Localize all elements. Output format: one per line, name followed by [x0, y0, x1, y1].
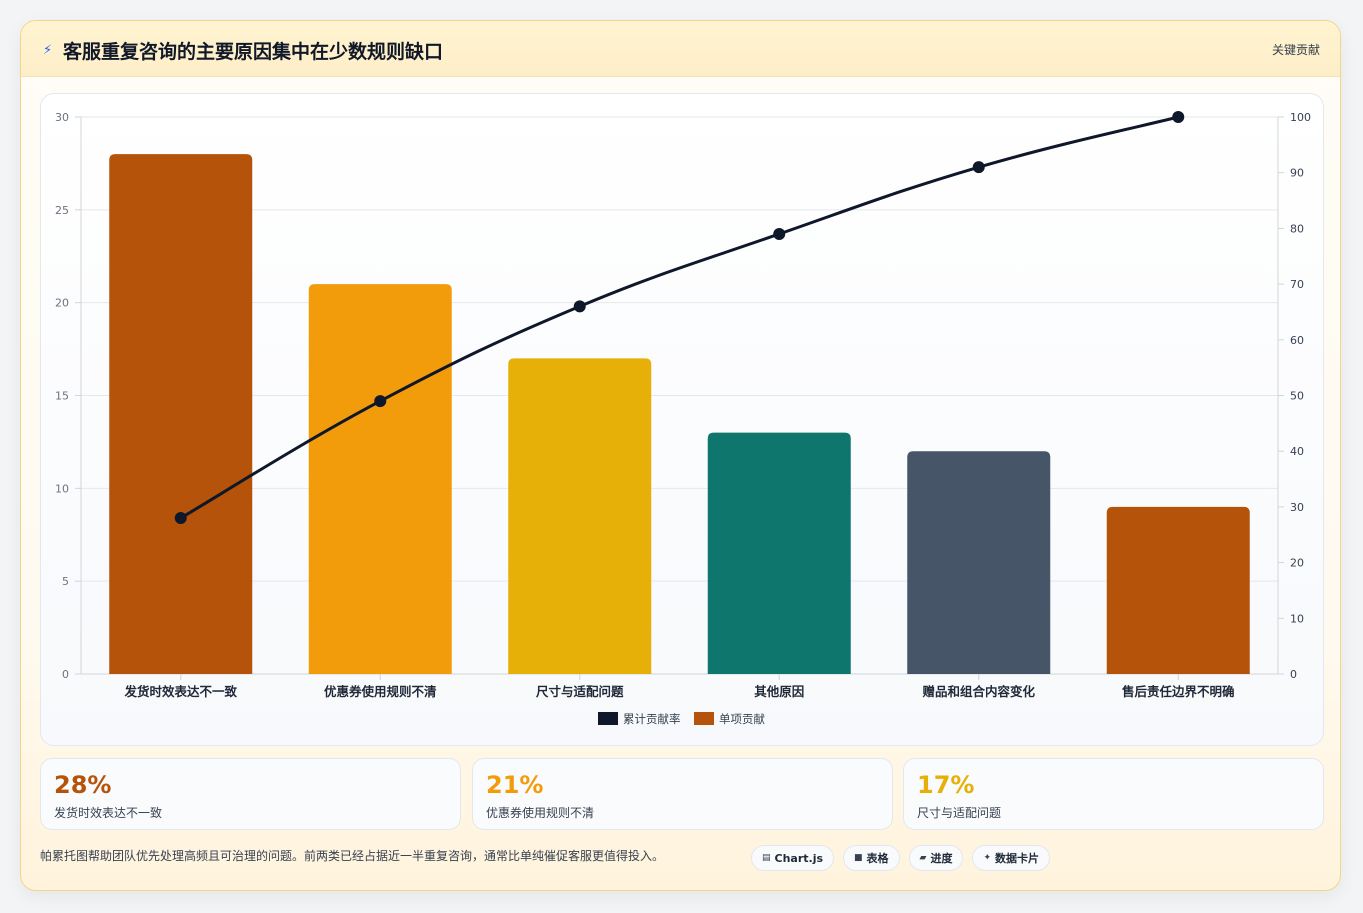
progress-icon: ▰: [919, 853, 927, 863]
report-card: ⚡ 客服重复咨询的主要原因集中在少数规则缺口 关键贡献 0 5 10 15 20 25 30…: [20, 20, 1341, 891]
right-tick-label: 80: [1290, 222, 1304, 235]
tag-progress[interactable]: ▰ 进度: [908, 845, 964, 871]
cumulative-point: [773, 227, 786, 240]
tag-table[interactable]: ■ 表格: [843, 845, 900, 871]
left-tick-label: 15: [55, 390, 69, 403]
bar: [1106, 506, 1250, 674]
tag-label: 进度: [930, 852, 953, 865]
stat-card-3: 17% 尺寸与适配问题: [903, 758, 1324, 830]
left-tick-label: 10: [55, 482, 69, 495]
x-tick-label: 赠品和组合内容变化: [922, 684, 1035, 699]
left-tick-label: 0: [62, 668, 69, 681]
cumulative-point: [972, 161, 985, 174]
right-tick-label: 90: [1290, 167, 1304, 180]
right-tick-label: 40: [1290, 445, 1304, 458]
right-tick-label: 0: [1290, 668, 1297, 681]
right-tick-label: 100: [1290, 111, 1311, 124]
x-tick-label: 尺寸与适配问题: [536, 684, 624, 699]
bar: [308, 284, 452, 674]
bar: [907, 451, 1051, 674]
tag-label: 表格: [866, 852, 889, 865]
x-tick-label: 发货时效表达不一致: [123, 684, 237, 699]
sparkle-icon: ✦: [983, 853, 992, 863]
right-tick-label: 20: [1290, 557, 1304, 570]
stat-value: 28%: [54, 771, 112, 799]
footer-description: 帕累托图帮助团队优先处理高频且可治理的问题。前两类已经占据近一半重复咨询，通常比…: [40, 849, 665, 863]
chart-panel: 0 5 10 15 20 25 30 0 10 20 30 40 50 60 70 80 90 100 发货时效表达…: [40, 93, 1324, 746]
legend-swatch: [598, 712, 618, 725]
tag-list: ▤ Chart.js ■ 表格 ▰ 进度 ✦ 数据卡片: [751, 845, 1051, 871]
left-tick-label: 30: [55, 111, 69, 124]
stat-label: 发货时效表达不一致: [54, 806, 163, 820]
right-tick-label: 10: [1290, 612, 1304, 625]
right-tick-label: 30: [1290, 501, 1304, 514]
legend-label: 累计贡献率: [623, 712, 681, 726]
card-header: ⚡ 客服重复咨询的主要原因集中在少数规则缺口 关键贡献: [21, 21, 1340, 77]
legend-label: 单项贡献: [719, 712, 765, 726]
cumulative-line: [179, 115, 1179, 520]
legend-swatch: [694, 712, 714, 725]
bar: [707, 432, 851, 674]
pareto-chart: 0 5 10 15 20 25 30 0 10 20 30 40 50 60 70 80 90 100 发货时效表达…: [55, 111, 1311, 726]
left-tick-label: 20: [55, 297, 69, 310]
x-tick-label: 售后责任边界不明确: [1122, 684, 1235, 699]
page-title: ⚡ 客服重复咨询的主要原因集中在少数规则缺口: [43, 37, 443, 64]
left-tick-label: 25: [55, 204, 69, 217]
cumulative-point: [573, 300, 586, 313]
chart-icon: ▤: [762, 853, 771, 863]
stat-label: 优惠券使用规则不清: [486, 806, 595, 820]
stat-value: 21%: [486, 771, 544, 799]
stat-label: 尺寸与适配问题: [917, 806, 1002, 820]
stat-value: 17%: [917, 771, 975, 799]
lightning-icon: ⚡: [43, 43, 53, 58]
tag-label: 数据卡片: [995, 852, 1040, 865]
cumulative-point: [1172, 111, 1185, 123]
x-tick-label: 优惠券使用规则不清: [324, 684, 437, 699]
bar: [109, 154, 253, 675]
bar: [508, 358, 652, 674]
tag-data-cards[interactable]: ✦ 数据卡片: [972, 845, 1051, 871]
right-tick-label: 50: [1290, 390, 1304, 403]
cumulative-point: [174, 512, 187, 525]
right-tick-label: 60: [1290, 334, 1304, 347]
left-tick-label: 5: [62, 575, 69, 588]
tag-label: Chart.js: [774, 851, 824, 865]
table-icon: ■: [854, 853, 863, 863]
header-right-label: 关键贡献: [1271, 43, 1320, 57]
page-title-text: 客服重复咨询的主要原因集中在少数规则缺口: [63, 41, 444, 63]
right-tick-label: 70: [1290, 278, 1304, 291]
stat-card-2: 21% 优惠券使用规则不清: [472, 758, 893, 830]
stat-card-1: 28% 发货时效表达不一致: [40, 758, 461, 830]
cumulative-point: [374, 395, 387, 408]
x-tick-label: 其他原因: [754, 684, 804, 699]
tag-chartjs[interactable]: ▤ Chart.js: [751, 845, 835, 871]
